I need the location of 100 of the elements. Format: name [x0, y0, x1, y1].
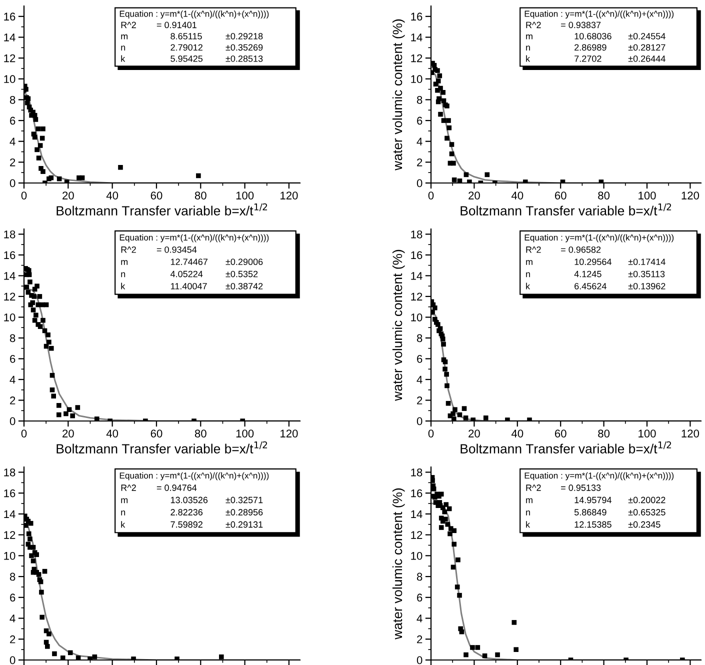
- y-tick-label: 4: [416, 376, 422, 384]
- y-tick-label: 6: [10, 594, 16, 602]
- x-tick-label: 0: [21, 192, 27, 200]
- y-tick-label: 12: [4, 54, 16, 62]
- annotation: R^2: [526, 246, 541, 253]
- annotation: k: [526, 521, 530, 528]
- annotation: n: [121, 272, 126, 278]
- y-tick-label: 14: [411, 510, 422, 518]
- y-tick-label: 16: [411, 251, 422, 260]
- y-tick-label: 18: [4, 468, 16, 476]
- x-tick-label: 100: [638, 192, 656, 200]
- annotation: 2.79012: [170, 44, 202, 51]
- y-tick-label: 0: [10, 656, 16, 664]
- y-tick-label: 14: [411, 34, 422, 42]
- annotation: 12.74467: [170, 258, 208, 266]
- y-tick-label: 10: [411, 75, 422, 84]
- y-tick-label: 16: [411, 12, 422, 21]
- x-tick-label: 60: [554, 430, 566, 438]
- y-tick-label: 2: [10, 396, 16, 404]
- annotation: 8.65115: [170, 33, 202, 40]
- annotation: 13.03526: [170, 496, 208, 504]
- x-tick-label: 40: [511, 192, 524, 200]
- x-tick-label: 60: [150, 192, 162, 200]
- x-tick-label: 80: [598, 430, 610, 438]
- x-tick-label: 120: [682, 430, 700, 438]
- x-tick-label: 20: [62, 430, 74, 438]
- y-tick-label: 0: [416, 656, 422, 664]
- annotation: ±0.29218: [226, 33, 263, 40]
- annotation: = 0.94764: [156, 484, 197, 491]
- x-axis-title: Boltzmann Transfer variable b=x/t$^{1/2}$: [460, 441, 672, 454]
- x-tick-label: 80: [194, 192, 206, 200]
- annotation: 6.45624: [574, 283, 606, 290]
- annotation: Equation : y=m*(1-((x^n)/((k^n)+(x^n)))): [120, 10, 269, 19]
- x-tick-label: 60: [150, 430, 162, 438]
- annotation: 2.82236: [170, 509, 203, 516]
- y-tick-label: 0: [416, 179, 422, 188]
- annotation: R^2: [121, 484, 136, 491]
- y-tick-label: 14: [4, 34, 16, 42]
- y-tick-label: 2: [417, 396, 422, 404]
- annotation: ±0.24554: [628, 33, 666, 40]
- annotation: ±0.29131: [226, 521, 263, 528]
- x-tick-label: 20: [468, 430, 480, 438]
- annotation: ±0.38742: [226, 283, 263, 290]
- y-tick-label: 0: [10, 179, 16, 188]
- annotation: m: [526, 260, 532, 265]
- y-tick-label: 6: [10, 354, 16, 363]
- y-tick-label: 2: [417, 635, 422, 644]
- annotation: Equation : y=m*(1-((x^n)/((k^n)+(x^n)))): [120, 234, 269, 242]
- annotation: R^2: [526, 22, 541, 28]
- y-tick-label: 8: [416, 572, 422, 581]
- x-tick-label: 20: [468, 192, 480, 200]
- annotation: ±0.35269: [226, 44, 263, 51]
- annotation: ±0.26444: [628, 55, 666, 62]
- annotation: 14.95794: [574, 496, 612, 504]
- annotation: 7.2702: [574, 55, 602, 62]
- y-tick-label: 16: [4, 489, 16, 498]
- y-tick-label: 6: [417, 116, 422, 125]
- x-tick-label: 100: [638, 430, 656, 438]
- x-tick-label: 40: [106, 192, 118, 200]
- y-tick-label: 4: [10, 138, 16, 146]
- y-tick-label: 2: [417, 158, 422, 166]
- y-tick-label: 10: [4, 552, 16, 560]
- annotation: ±0.17414: [628, 258, 666, 266]
- y-tick-label: 16: [4, 251, 16, 260]
- annotation: k: [121, 282, 126, 290]
- y-tick-label: 16: [4, 12, 16, 21]
- annotation: = 0.91401: [156, 22, 196, 28]
- annotation: ±0.2345: [628, 521, 660, 528]
- annotation: ±0.28127: [628, 44, 666, 51]
- annotation: R^2: [121, 22, 136, 28]
- annotation: ±0.28513: [226, 55, 263, 62]
- y-tick-label: 8: [416, 96, 422, 104]
- y-tick-label: 10: [4, 75, 16, 84]
- y-tick-label: 14: [411, 272, 422, 280]
- annotation: 5.86849: [574, 509, 606, 516]
- x-tick-label: 40: [511, 430, 524, 438]
- annotation: 2.86989: [574, 44, 606, 51]
- annotation: 12.15385: [574, 521, 612, 528]
- annotation: 11.40047: [170, 283, 207, 290]
- x-tick-label: 100: [236, 430, 254, 438]
- annotation: n: [526, 510, 530, 516]
- x-tick-label: 120: [280, 430, 298, 438]
- annotation: ±0.5352: [226, 270, 258, 278]
- x-axis-title: Boltzmann Transfer variable b=x/t$^{1/2}$: [56, 441, 268, 454]
- annotation: 4.05224: [170, 270, 203, 278]
- x-axis-title: Boltzmann Transfer variable b=x/t$^{1/2}$: [56, 203, 268, 216]
- annotation: k: [526, 282, 530, 290]
- y-tick-label: 12: [411, 54, 422, 62]
- y-tick-label: 4: [416, 138, 422, 146]
- annotation: = 0.93454: [156, 246, 197, 253]
- x-tick-label: 0: [428, 192, 434, 200]
- annotation: ±0.20022: [628, 496, 666, 504]
- y-tick-label: 0: [416, 417, 422, 426]
- annotation: n: [526, 272, 530, 278]
- annotation: m: [526, 498, 532, 504]
- annotation: ±0.35113: [628, 270, 665, 278]
- annotation: Equation : y=m*(1-((x^n)/((k^n)+(x^n)))): [524, 472, 674, 480]
- y-tick-label: 18: [411, 230, 422, 238]
- annotation: = 0.95133: [561, 484, 601, 491]
- x-tick-label: 100: [236, 192, 254, 200]
